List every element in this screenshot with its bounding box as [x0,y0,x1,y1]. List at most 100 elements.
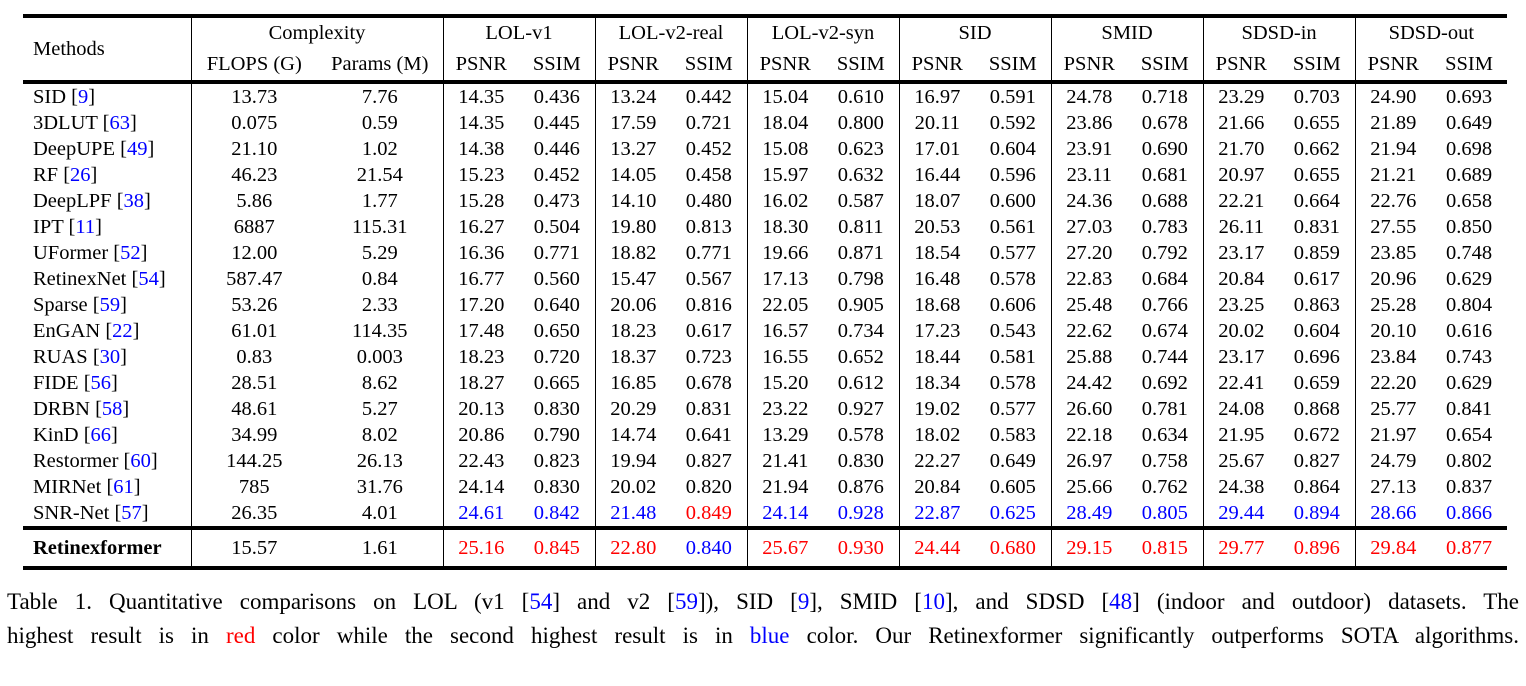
flops-value: 144.25 [190,448,317,474]
metric-value: 0.578 [989,267,1036,290]
metric-value: 0.659 [1293,371,1340,394]
params-value: 26.13 [356,449,403,472]
metric-value: 20.97 [1202,162,1280,188]
metric-value: 0.827 [1293,449,1340,472]
metric-value: 18.23 [442,344,519,370]
metric-value: 0.896 [1293,536,1340,559]
citation-link[interactable]: 59 [99,293,121,316]
metric-value: 0.830 [533,475,580,498]
citation-link[interactable]: 56 [90,371,112,394]
subheader-ssim: SSIM [836,53,885,75]
metric-value: 16.48 [898,266,976,292]
citation-link[interactable]: 38 [123,189,145,212]
method-name: UFormer [33,241,109,264]
metric-value: 29.15 [1050,528,1128,568]
metric-value: 0.823 [533,449,580,472]
metric-value: 21.21 [1354,162,1432,188]
citation-link[interactable]: 22 [112,319,133,342]
metric-value: 0.804 [1446,293,1493,316]
table-row: Restormer [60] 144.25 26.13 22.43 0.823 19.94… [23,448,1507,474]
metric-value: 15.97 [746,162,824,188]
metric-value: 24.78 [1050,82,1128,110]
metric-value: 0.678 [685,371,732,394]
table-row: KinD [66] 34.99 8.02 20.86 0.790 14.74 0.641 13… [23,422,1507,448]
citation-link[interactable]: 9 [78,85,89,108]
metric-value: 0.664 [1293,189,1340,212]
metric-value: 23.29 [1202,82,1280,110]
metric-value: 29.77 [1202,528,1280,568]
group-header-smid: SMID [1050,16,1204,49]
metric-value: 0.680 [989,536,1036,559]
table-row: RUAS [30] 0.83 0.003 18.23 0.720 18.37 0.723 16… [23,344,1507,370]
caption-citation[interactable]: 10 [921,589,945,614]
caption-citation[interactable]: 59 [674,589,698,614]
metric-value: 23.91 [1050,136,1128,162]
flops-value: 26.35 [190,500,317,528]
method-name: DRBN [33,397,90,420]
citation-link[interactable]: 57 [121,501,142,524]
flops-value: 46.23 [190,162,317,188]
metric-value: 17.20 [442,292,519,318]
metric-value: 20.06 [594,292,671,318]
citation-link[interactable]: 11 [75,215,96,238]
citation-link[interactable]: 66 [90,423,112,446]
group-header-complexity: Complexity [190,16,443,49]
citation-link[interactable]: 58 [101,397,123,420]
params-value: 7.76 [361,85,398,108]
caption-citation[interactable]: 48 [1109,589,1133,614]
citation-link[interactable]: 54 [138,267,159,290]
metric-value: 0.771 [685,241,732,264]
caption-citation[interactable]: 9 [797,589,810,614]
method-cell: FIDE [56] [33,371,118,394]
method-cell: DeepLPF [38] [33,189,151,212]
metric-value: 22.80 [594,528,671,568]
metric-value: 0.792 [1141,241,1188,264]
metric-value: 0.876 [837,475,884,498]
metric-value: 0.604 [1293,319,1340,342]
table-row: SNR-Net [57] 26.35 4.01 24.61 0.842 21.48 0.84… [23,500,1507,528]
metric-value: 0.690 [1141,137,1188,160]
metric-value: 0.640 [533,293,580,316]
metric-value: 0.721 [685,111,732,134]
methods-column-header: Methods [33,37,105,60]
metric-value: 18.44 [898,344,976,370]
metric-value: 0.771 [533,241,580,264]
metric-value: 0.698 [1446,137,1493,160]
metric-value: 0.790 [533,423,580,446]
citation-link[interactable]: 26 [70,163,91,186]
method-name: RetinexNet [33,267,127,290]
params-value: 8.02 [361,423,398,446]
citation-link[interactable]: 52 [120,241,141,264]
metric-value: 0.560 [533,267,580,290]
caption-citation[interactable]: 54 [529,589,553,614]
params-value: 114.35 [351,319,408,342]
citation-link[interactable]: 61 [113,475,134,498]
metric-value: 0.827 [685,449,732,472]
metric-value: 0.813 [685,215,732,238]
caption-text-segment: ], and SDSD [ [944,589,1110,614]
subheader-psnr: PSNR [1354,49,1432,82]
metric-value: 0.567 [685,267,732,290]
caption-text-segment: color. Our Retinexformer significantly o… [789,623,1519,648]
flops-value: 28.51 [190,370,317,396]
metric-value: 27.03 [1050,214,1128,240]
subheader-psnr: PSNR [898,49,976,82]
caption-line: highest result is in red color while the… [7,619,1519,653]
table-row: MIRNet [61] 785 31.76 24.14 0.830 20.02 0.820 2… [23,474,1507,500]
citation-link[interactable]: 60 [130,449,151,472]
citation-link[interactable]: 30 [99,345,121,368]
table-row: 3DLUT [63] 0.075 0.59 14.35 0.445 17.59 0.721 1… [23,110,1507,136]
table-row: DRBN [58] 48.61 5.27 20.13 0.830 20.29 0.831 23… [23,396,1507,422]
metric-value: 24.14 [746,500,824,528]
method-name: DeepLPF [33,189,112,212]
results-table: Methods Complexity LOL-v1 LOL-v2-real LO… [23,14,1508,570]
flops-value: 13.73 [190,82,317,110]
citation-link[interactable]: 63 [109,111,131,134]
metric-value: 0.688 [1141,189,1188,212]
metric-value: 22.27 [898,448,976,474]
metric-value: 0.905 [837,293,884,316]
metric-value: 0.561 [989,215,1036,238]
method-cell: IPT [11] [33,215,102,238]
metric-value: 0.616 [1446,319,1493,342]
citation-link[interactable]: 49 [126,137,148,160]
